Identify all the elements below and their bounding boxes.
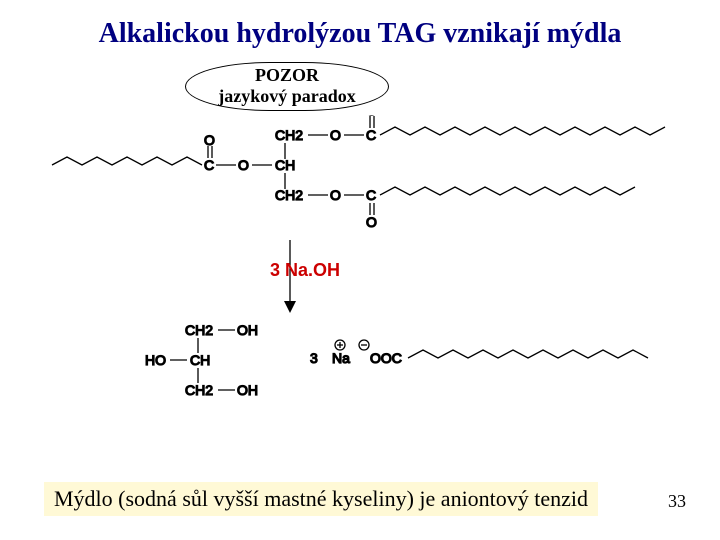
page-title: Alkalickou hydrolýzou TAG vznikají mýdla [0, 18, 720, 50]
page-number: 33 [668, 491, 686, 512]
reaction-diagram: CH2 CH CH2 O C O O C O O C O [50, 115, 670, 415]
ooc: OOC [370, 350, 402, 366]
lbl-c1: C [366, 127, 376, 143]
na: Na [332, 350, 350, 366]
gly-ch2-1: CH2 [185, 322, 213, 338]
three: 3 [310, 350, 318, 366]
callout-line1: POZOR [192, 65, 382, 86]
lbl-ch-mid: CH [275, 157, 295, 173]
lbl-o1: O [330, 127, 341, 143]
lbl-o3: O [330, 187, 341, 203]
lbl-o1b: O [366, 115, 377, 118]
lbl-ch2-bot: CH2 [275, 187, 303, 203]
lbl-o2b: O [204, 132, 215, 148]
gly-ch2-2: CH2 [185, 382, 213, 398]
footer-note: Mýdlo (sodná sůl vyšší mastné kyseliny) … [44, 482, 598, 516]
gly-oh-2: OH [237, 382, 258, 398]
callout-line2: jazykový paradox [192, 86, 382, 107]
gly-ho: HO [145, 352, 166, 368]
gly-ch: CH [190, 352, 210, 368]
lbl-ch2-top: CH2 [275, 127, 303, 143]
lbl-c3: C [366, 187, 376, 203]
lbl-o2: O [238, 157, 249, 173]
gly-oh-1: OH [237, 322, 258, 338]
callout-bubble: POZOR jazykový paradox [185, 62, 389, 111]
lbl-c2: C [204, 157, 214, 173]
lbl-o3b: O [366, 214, 377, 230]
reagent-label: 3 Na.OH [270, 260, 340, 281]
